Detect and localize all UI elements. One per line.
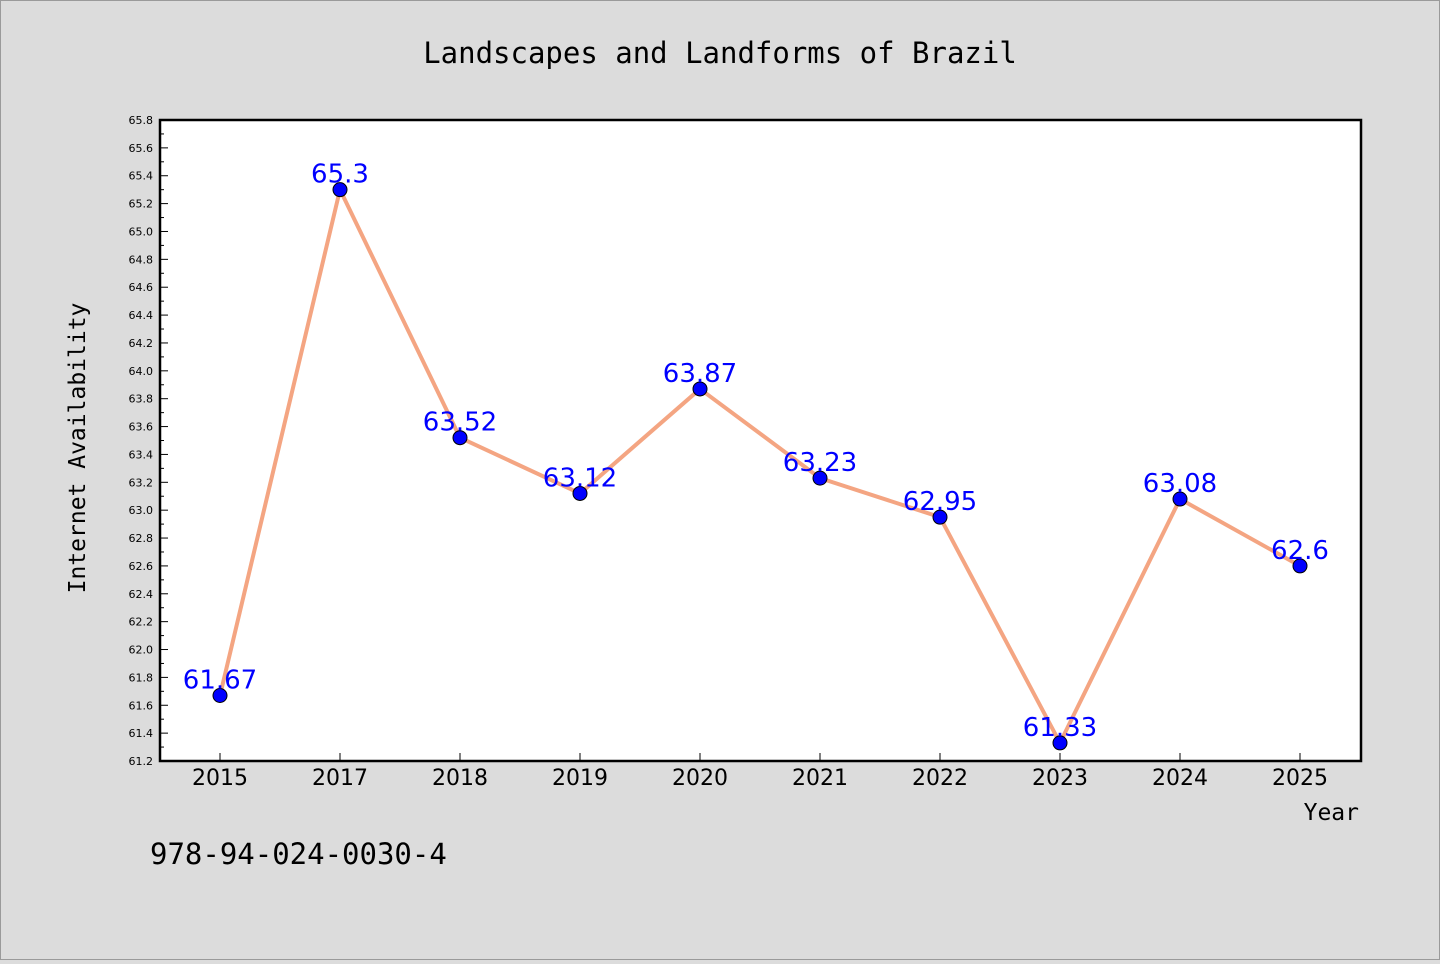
y-axis-label: Internet Availability [65, 303, 91, 594]
data-point [572, 485, 588, 501]
data-label: 63.52 [423, 408, 497, 438]
y-tick-label: 62.6 [129, 560, 154, 573]
y-tick-label: 65.6 [129, 142, 154, 155]
x-tick-label: 2020 [672, 766, 728, 791]
y-tick-label: 61.8 [129, 671, 154, 684]
y-tick-label: 63.4 [129, 448, 154, 461]
y-tick-label: 64.8 [129, 253, 154, 266]
y-tick-label: 65.0 [129, 225, 154, 238]
y-tick-label: 62.2 [129, 616, 154, 629]
data-point [1292, 558, 1308, 574]
y-tick-label: 62.4 [129, 588, 154, 601]
y-tick-label: 63.0 [129, 504, 154, 517]
y-tick-label: 65.2 [129, 198, 154, 211]
x-tick-label: 2018 [432, 766, 488, 791]
x-axis-label: Year [1304, 800, 1359, 826]
y-tick-label: 61.4 [129, 727, 154, 740]
data-label: 63.23 [783, 448, 857, 478]
plot-area [158, 118, 1363, 763]
x-tick-label: 2021 [792, 766, 848, 791]
y-tick-label: 62.0 [129, 644, 154, 657]
x-axis: 2015 2017 2018 2019 2020 2021 2022 2023 2024 2025 [192, 753, 1328, 791]
data-label: 62.6 [1271, 536, 1329, 566]
y-tick-label: 64.0 [129, 365, 154, 378]
y-tick-label: 65.4 [129, 170, 154, 183]
footer-isbn: 978-94-024-0030-4 [150, 837, 447, 871]
y-tick-label: 63.8 [129, 393, 154, 406]
x-tick-label: 2017 [312, 766, 368, 791]
x-tick-label: 2023 [1032, 766, 1088, 791]
y-tick-label: 61.2 [129, 755, 154, 768]
y-tick-label: 63.2 [129, 476, 154, 489]
y-tick-label: 63.6 [129, 421, 154, 434]
data-point [932, 509, 948, 525]
y-tick-label: 65.8 [129, 114, 154, 127]
y-axis: 61.2 61.4 61.6 61.8 62.0 62.2 62.4 62.6 62.8 63.0… [129, 114, 168, 768]
series-line [218, 187, 1301, 745]
y-tick-label: 64.4 [129, 309, 154, 322]
x-tick-label: 2025 [1272, 766, 1328, 791]
data-point [452, 430, 468, 446]
y-tick-label: 64.6 [129, 281, 154, 294]
data-point [812, 470, 828, 486]
y-tick-label: 62.8 [129, 532, 154, 545]
data-label: 62.95 [903, 487, 977, 517]
chart-title: Landscapes and Landforms of Brazil [423, 36, 1017, 70]
x-tick-label: 2024 [1152, 766, 1208, 791]
series-layer: 61.67 65.3 63.52 63.12 63.87 63.23 62.95 61.33 6… [183, 160, 1329, 751]
data-point [1172, 491, 1188, 507]
data-point [212, 688, 228, 704]
y-tick-label: 61.6 [129, 699, 154, 712]
data-point [692, 381, 708, 397]
data-label: 65.3 [311, 160, 369, 190]
data-point [332, 182, 348, 198]
x-tick-label: 2019 [552, 766, 608, 791]
y-tick-label: 64.2 [129, 337, 154, 350]
data-label: 63.12 [543, 463, 617, 493]
data-point [1052, 735, 1068, 751]
data-label: 61.67 [183, 666, 257, 696]
data-label: 63.87 [663, 359, 737, 389]
x-tick-label: 2015 [192, 766, 248, 791]
data-label: 63.08 [1143, 469, 1217, 499]
data-label: 61.33 [1023, 713, 1097, 743]
x-tick-label: 2022 [912, 766, 968, 791]
